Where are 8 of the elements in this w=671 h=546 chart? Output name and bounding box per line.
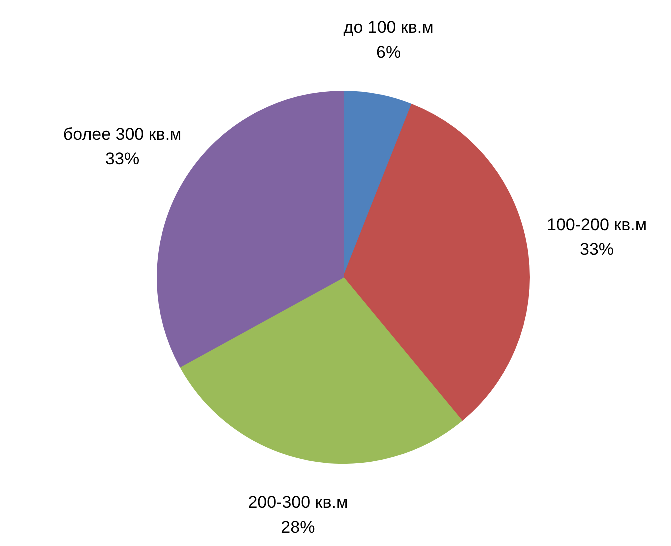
data-label: 33% [106, 150, 140, 169]
slice-label: 200-300 кв.м [248, 493, 348, 512]
data-label: 33% [580, 240, 614, 260]
data-label: 28% [281, 518, 316, 537]
slice-label: 100-200 кв.м [547, 215, 648, 234]
data-label: 6% [376, 42, 402, 62]
slice-label: более 300 кв.м [63, 124, 182, 144]
slice-label: до 100 кв.м [344, 18, 434, 38]
